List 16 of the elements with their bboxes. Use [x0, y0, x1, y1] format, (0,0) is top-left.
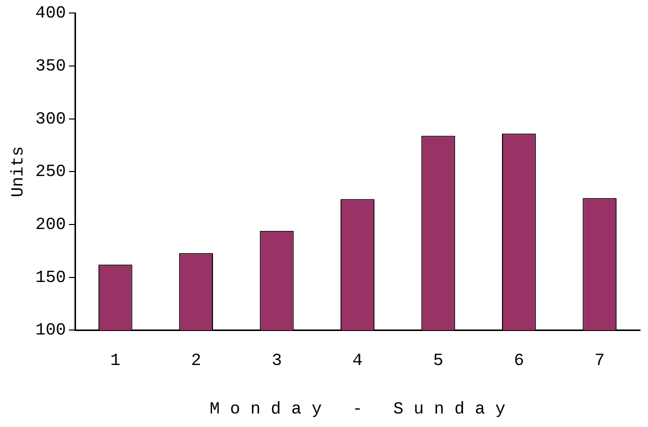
y-tick-label: 250 [35, 163, 66, 182]
x-tick-label: 5 [433, 352, 444, 371]
x-tick-label: 7 [594, 352, 605, 371]
x-tick-label: 3 [272, 352, 282, 371]
x-axis-title: M o n d a y - S u n d a y [210, 400, 506, 420]
x-tick-label: 6 [514, 352, 524, 371]
y-tick-label: 350 [35, 58, 66, 77]
y-tick-label: 100 [35, 322, 66, 341]
y-tick-label: 400 [35, 4, 66, 24]
x-tick-label: 2 [190, 352, 202, 371]
y-tick-label: 200 [35, 216, 66, 236]
x-tick-label: 4 [352, 352, 363, 371]
x-tick-label: 1 [110, 352, 120, 371]
y-tick-label: 300 [35, 110, 66, 130]
y-tick-label: 150 [35, 268, 66, 288]
y-axis-title: Units [10, 146, 29, 198]
